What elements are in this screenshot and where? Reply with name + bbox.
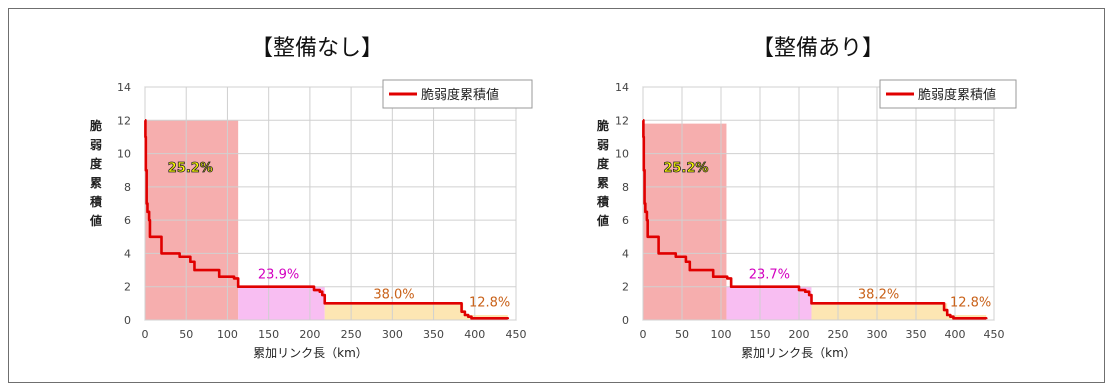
right-chart-title: 【整備あり】 [752,36,885,61]
region-percent-label: 12.8% [469,296,510,311]
y-tick-label: 2 [124,281,131,294]
y-tick-label: 4 [124,247,131,260]
y-tick-label: 0 [124,314,131,327]
y-axis-label-char: 弱 [90,137,102,152]
x-tick-label: 200 [299,328,320,341]
y-tick-label: 4 [622,247,629,260]
x-tick-label: 0 [142,328,149,341]
x-tick-label: 100 [711,328,732,341]
region-percent-label: 38.0% [373,287,414,302]
y-axis-label-char: 弱 [597,137,609,152]
y-tick-label: 12 [615,114,629,127]
x-tick-label: 450 [506,328,527,341]
x-tick-label: 400 [464,328,485,341]
x-tick-label: 350 [423,328,444,341]
shaded-region [726,286,812,320]
y-tick-label: 8 [622,181,629,194]
y-axis-label-char: 度 [90,156,103,171]
x-tick-label: 250 [341,328,362,341]
y-tick-label: 14 [117,81,131,94]
y-axis-label-char: 積 [89,194,103,209]
x-tick-label: 450 [984,328,1005,341]
x-axis-label: 累加リンク長（km） [253,346,368,360]
x-tick-label: 100 [217,328,238,341]
shaded-region [811,303,948,320]
x-tick-label: 50 [179,328,193,341]
y-axis-label-char: 累 [90,176,102,190]
series-line [144,118,510,320]
y-tick-label: 8 [124,181,131,194]
x-tick-label: 150 [258,328,279,341]
legend-entry: 脆弱度累積値 [421,87,499,103]
x-axis-label: 累加リンク長（km） [741,346,856,360]
x-tick-label: 250 [828,328,849,341]
x-tick-label: 150 [750,328,771,341]
y-tick-label: 6 [622,214,629,227]
y-tick-label: 14 [615,81,629,94]
x-tick-label: 50 [675,328,689,341]
x-tick-label: 300 [867,328,888,341]
shaded-region [324,303,464,320]
y-axis-label-char: 値 [89,213,102,228]
x-tick-label: 0 [640,328,647,341]
y-tick-label: 10 [615,148,629,161]
y-axis-label-char: 脆 [596,118,609,133]
y-tick-label: 2 [622,281,629,294]
y-tick-label: 0 [622,314,629,327]
region-percent-label: 23.9% [258,267,299,282]
y-axis-label-char: 脆 [89,118,102,133]
region-percent-label: 23.7% [749,267,790,282]
y-tick-label: 10 [117,148,131,161]
y-axis-label-char: 積 [596,194,610,209]
x-tick-label: 400 [945,328,966,341]
x-tick-label: 200 [789,328,810,341]
region-percent-label: 12.8% [950,296,991,311]
region-percent-label: 25.2% [168,161,213,176]
series-line [642,118,988,320]
region-percent-label: 38.2% [858,287,899,302]
y-axis-label-char: 値 [596,213,609,228]
legend-entry: 脆弱度累積値 [918,87,996,103]
left-chart-title: 【整備なし】 [251,36,384,61]
y-tick-label: 6 [124,214,131,227]
y-tick-label: 12 [117,114,131,127]
y-axis-label-char: 度 [597,156,610,171]
y-axis-label-char: 累 [597,176,609,190]
x-tick-label: 350 [906,328,927,341]
shaded-region [643,123,727,320]
x-tick-label: 300 [382,328,403,341]
region-percent-label: 25.2% [663,161,708,176]
